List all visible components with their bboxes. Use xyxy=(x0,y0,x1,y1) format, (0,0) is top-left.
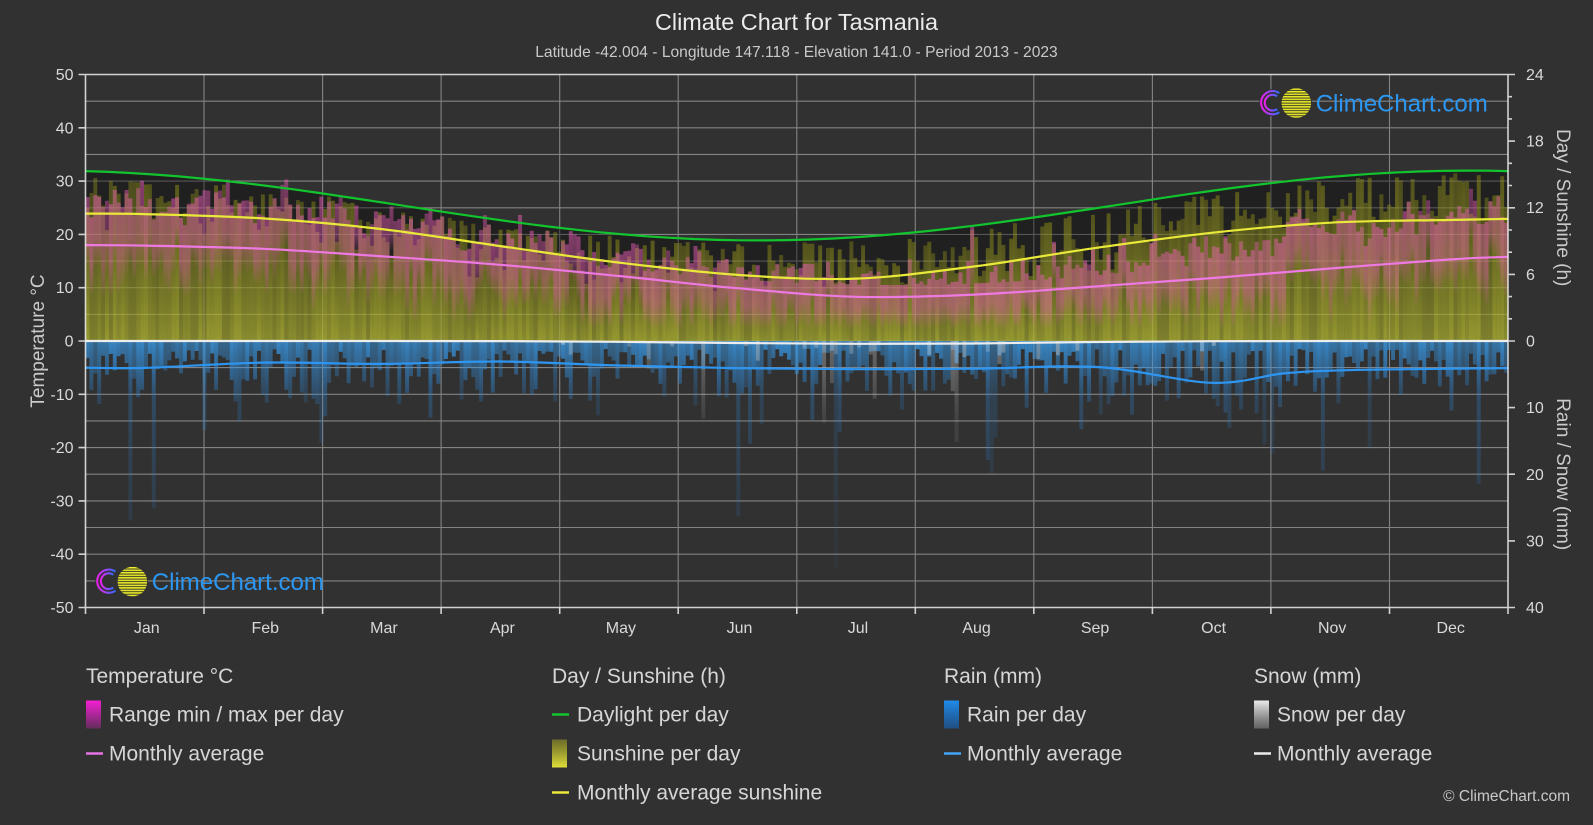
svg-text:-40: -40 xyxy=(50,547,73,564)
svg-text:Rain per day: Rain per day xyxy=(967,704,1087,727)
svg-text:© ClimeChart.com: © ClimeChart.com xyxy=(1443,788,1570,805)
svg-text:40: 40 xyxy=(56,120,74,137)
svg-text:Monthly average: Monthly average xyxy=(1277,743,1432,766)
svg-text:Monthly average: Monthly average xyxy=(109,743,264,766)
svg-text:Mar: Mar xyxy=(370,620,398,637)
svg-text:Sep: Sep xyxy=(1081,620,1110,637)
svg-text:-50: -50 xyxy=(50,600,73,617)
svg-text:-20: -20 xyxy=(50,440,73,457)
svg-text:24: 24 xyxy=(1526,67,1544,84)
svg-text:6: 6 xyxy=(1526,267,1535,284)
svg-text:18: 18 xyxy=(1526,134,1544,151)
svg-text:May: May xyxy=(606,620,636,637)
svg-text:Jun: Jun xyxy=(727,620,753,637)
svg-text:Daylight per day: Daylight per day xyxy=(577,704,729,727)
svg-text:Nov: Nov xyxy=(1318,620,1346,637)
svg-text:Monthly average: Monthly average xyxy=(967,743,1122,766)
svg-text:30: 30 xyxy=(1526,533,1544,550)
svg-text:Range min / max per day: Range min / max per day xyxy=(109,704,344,727)
svg-text:40: 40 xyxy=(1526,600,1544,617)
svg-text:Snow (mm): Snow (mm) xyxy=(1254,665,1361,688)
svg-text:Oct: Oct xyxy=(1201,620,1226,637)
svg-text:Rain (mm): Rain (mm) xyxy=(944,665,1042,688)
svg-text:Temperature °C: Temperature °C xyxy=(86,665,233,688)
svg-text:Apr: Apr xyxy=(490,620,516,637)
svg-text:Latitude -42.004 - Longitude 1: Latitude -42.004 - Longitude 147.118 - E… xyxy=(535,44,1057,61)
svg-text:10: 10 xyxy=(56,280,74,297)
svg-text:Dec: Dec xyxy=(1436,620,1464,637)
svg-text:Rain / Snow (mm): Rain / Snow (mm) xyxy=(1552,398,1573,550)
svg-text:Jan: Jan xyxy=(134,620,160,637)
svg-text:Feb: Feb xyxy=(252,620,280,637)
svg-text:Day / Sunshine (h): Day / Sunshine (h) xyxy=(1552,129,1573,286)
svg-text:Sunshine per day: Sunshine per day xyxy=(577,743,741,766)
svg-text:Jul: Jul xyxy=(848,620,868,637)
svg-text:10: 10 xyxy=(1526,400,1544,417)
svg-text:50: 50 xyxy=(56,67,74,84)
svg-text:Monthly average sunshine: Monthly average sunshine xyxy=(577,782,822,805)
svg-text:0: 0 xyxy=(1526,334,1535,351)
svg-text:Climate Chart for Tasmania: Climate Chart for Tasmania xyxy=(655,9,939,35)
svg-text:Temperature °C: Temperature °C xyxy=(28,274,49,407)
svg-text:Day / Sunshine (h): Day / Sunshine (h) xyxy=(552,665,726,688)
svg-text:Aug: Aug xyxy=(962,620,990,637)
svg-text:20: 20 xyxy=(56,227,74,244)
svg-text:20: 20 xyxy=(1526,467,1544,484)
svg-text:-10: -10 xyxy=(50,387,73,404)
svg-text:12: 12 xyxy=(1526,200,1544,217)
svg-text:Snow per day: Snow per day xyxy=(1277,704,1406,727)
svg-text:30: 30 xyxy=(56,174,74,191)
svg-text:-30: -30 xyxy=(50,493,73,510)
svg-text:0: 0 xyxy=(65,334,74,351)
